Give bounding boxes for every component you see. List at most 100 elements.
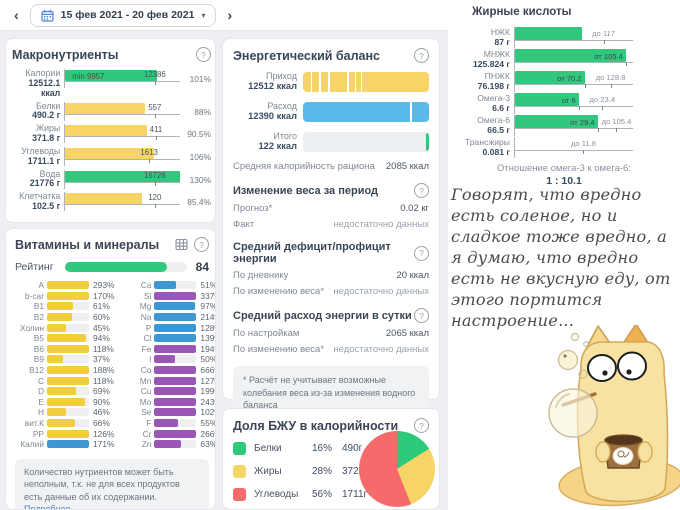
fatty-acid-label: ПНЖК 76.198 г (452, 71, 514, 91)
weight-change-header: Изменение веса за период ? (233, 183, 429, 199)
handwritten-quote: Говорят, что вредно есть соленое, но и с… (451, 185, 671, 331)
macro-name: Калории (25, 68, 61, 78)
expense-header: Средний расход энергии в сутки ? (233, 308, 429, 324)
vitamin-bar-track (47, 281, 89, 290)
help-icon[interactable]: ? (414, 183, 429, 199)
vitamin-bar-track (154, 366, 197, 375)
vitamin-bar-fill (47, 323, 66, 332)
help-icon[interactable]: ? (196, 47, 211, 62)
help-icon[interactable]: ? (194, 237, 209, 252)
help-icon[interactable]: ? (414, 48, 429, 63)
vitamin-label: I (149, 354, 152, 365)
macro-row: Вода 21776 г 16726 130% (12, 169, 211, 190)
norm-tick (584, 84, 586, 88)
vitamins-minerals-panel: Витамины и минералы ? Рейтинг 84 A 293% b-… (5, 228, 216, 510)
bar-separator (310, 71, 313, 92)
fatty-acid-bar (515, 71, 585, 84)
macro-bar-chart: 1613 (64, 146, 181, 166)
energy-bar-value: 12390 ккал (248, 111, 297, 122)
fatty-acid-row: Омега-6 66.5 г от 29.4 до 105.4 (452, 115, 680, 136)
fatty-acid-label: Омега-6 66.5 г (452, 115, 514, 135)
vitamin-label: Mo (139, 396, 152, 407)
vitamin-label: Cr (142, 428, 152, 439)
vitamin-percent: 51% (200, 280, 216, 291)
fatty-acid-value: 76.198 г (477, 80, 510, 91)
energy-bar-label: Итого 122 ккал (233, 131, 303, 152)
macro-bar-chart: min 9957 12386 (64, 69, 181, 88)
more-details-link[interactable]: Подробнее... (24, 504, 79, 510)
macro-tick (154, 113, 156, 118)
avg-calories-value: 2085 ккал (385, 161, 429, 173)
vitamin-bar-fill (154, 344, 197, 353)
help-icon[interactable]: ? (414, 245, 429, 261)
legend-grams: 372г (342, 466, 363, 477)
bubble (570, 332, 580, 342)
vitamin-label: H (37, 407, 44, 418)
rating-value: 84 (195, 260, 209, 274)
vitamin-bar-track (154, 419, 197, 428)
fatty-acids-title: Жирные кислоты (472, 6, 572, 18)
vitamin-percent: 61% (93, 301, 110, 312)
vitamin-row: H 46% (15, 407, 114, 418)
fatty-acid-chart: до 11.8 (514, 137, 633, 158)
vitamin-percent: 37% (93, 354, 110, 365)
norm-tick (583, 150, 585, 154)
help-icon[interactable]: ? (414, 308, 429, 324)
macro-label: Жиры 371.8 г (12, 123, 64, 144)
vitamin-bar-fill (154, 355, 176, 364)
fatty-acids-rows: НЖК 87 г до 117 МНЖК 125.824 г от 105.4 ПНЖК 76… (448, 27, 680, 158)
fatty-acid-axis (515, 150, 633, 151)
vitamin-label: Mn (139, 375, 152, 386)
chevron-down-icon: ▾ (201, 10, 206, 20)
vitamins-column-right: Ca51%Si337%Mg97%Na214%P128%Cl139%Fe194%I… (122, 280, 216, 450)
stat-value: недостаточно данных (333, 219, 429, 231)
vitamin-percent: 90% (93, 396, 110, 407)
macro-name: Белки (35, 100, 61, 111)
vitamin-row: Mn 127% (122, 375, 215, 386)
bju-share-panel: Доля БЖУ в калорийности ? Белки 16% 490г Жи… (222, 408, 440, 510)
stat-value: 20 ккал (396, 270, 429, 282)
stat-label: Факт (233, 219, 255, 231)
date-range-picker[interactable]: 15 фев 2021 - 20 фев 2021 ▾ (29, 3, 217, 27)
vitamin-bar-track (47, 397, 89, 406)
macro-axis (65, 181, 181, 183)
vitamin-bar-fill (47, 281, 89, 290)
vitamin-bar-track (154, 302, 197, 311)
fatty-acid-row: Трансжиры 0.081 г до 11.8 (452, 137, 680, 158)
vitamin-row: B2 60% (15, 312, 114, 323)
cat-paw-right (637, 441, 653, 463)
fatty-acid-bar (515, 49, 626, 62)
vitamin-bar-track (154, 429, 197, 438)
help-icon[interactable]: ? (414, 418, 429, 433)
vitamin-row: b-car 170% (15, 291, 115, 302)
macro-norm-value: 411 (149, 125, 163, 135)
table-view-icon[interactable] (175, 238, 188, 251)
macro-tick (156, 136, 157, 141)
norm-min-label: от 105.4 (594, 52, 623, 61)
vitamin-bar-fill (47, 408, 67, 417)
fatty-acid-chart: от 70.2 до 128.8 (514, 71, 633, 92)
legend-name: Углеводы (254, 489, 299, 500)
norm-tick (610, 84, 612, 88)
vitamin-bar-track (47, 334, 89, 343)
vitamin-bar-fill (47, 302, 73, 311)
fatty-acid-axis (515, 40, 633, 41)
vitamin-percent: 139% (200, 333, 215, 344)
vitamin-bar-track (47, 387, 89, 396)
next-period-button[interactable]: › (227, 7, 233, 23)
vitamin-percent: 66% (93, 418, 110, 429)
energy-bars: Приход 12512 ккал Расход 12390 ккал Итого 122… (233, 71, 429, 152)
vitamin-bar-fill (47, 291, 89, 300)
energy-bar-name: Приход (266, 71, 297, 81)
macro-value: 12512.1 ккал (28, 77, 61, 98)
norm-min-label: от 6 (561, 96, 576, 105)
vitamin-row: Cr 266% (122, 428, 215, 439)
vitamin-bar-track (47, 366, 89, 375)
prev-period-button[interactable]: ‹ (14, 7, 19, 23)
bju-legend-row: Белки 16% 490г (233, 442, 429, 455)
vitamin-label: Se (141, 407, 152, 418)
vitamin-bar-track (154, 408, 197, 417)
stat-row: По настройкам 2065 ккал (233, 328, 429, 339)
bar-separator (410, 101, 412, 122)
fatty-acid-row: МНЖК 125.824 г от 105.4 (452, 49, 680, 70)
